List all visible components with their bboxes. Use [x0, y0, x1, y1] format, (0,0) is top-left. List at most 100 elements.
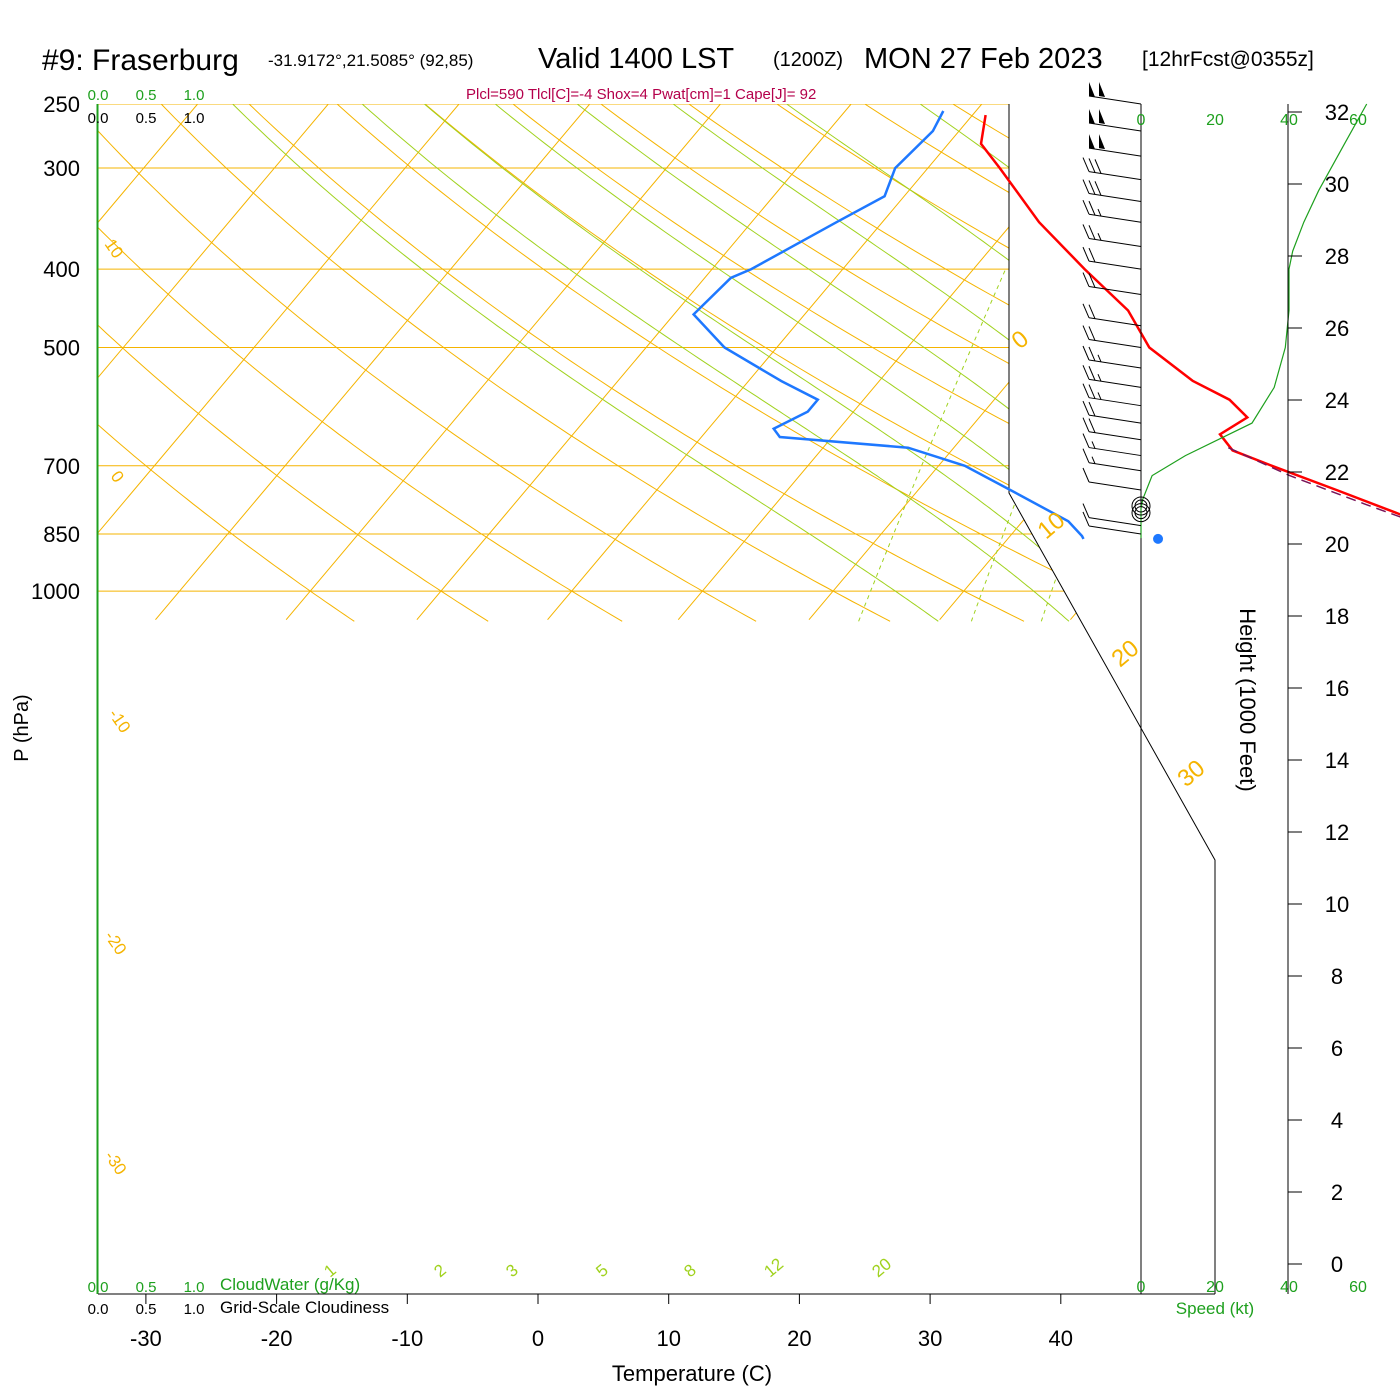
cloud-top-tick-label: 1.0 — [184, 87, 205, 104]
plot-border — [1008, 104, 1216, 1294]
moist-adiabat — [576, 104, 1215, 622]
moist-adiabat — [1070, 104, 1215, 622]
barb-feather — [1088, 326, 1096, 341]
barb-shaft — [1088, 378, 1142, 388]
cloud-top-tick-label: 0.5 — [136, 110, 157, 127]
wind-barb — [1082, 383, 1142, 407]
cloudiness-label: Grid-Scale Cloudiness — [220, 1298, 389, 1317]
barb-pennant — [1099, 109, 1105, 125]
dry-adiabat — [98, 104, 757, 622]
moist-adiabat — [232, 104, 939, 622]
wind-barb — [1082, 179, 1142, 203]
wind-barb — [1082, 448, 1142, 472]
barb-feather — [1082, 272, 1090, 287]
speed-bottom-tick-label: 20 — [1206, 1279, 1224, 1296]
x-axis-title: Temperature (C) — [612, 1361, 772, 1386]
height-tick-label: 28 — [1325, 244, 1349, 269]
pressure-tick-label: 1000 — [31, 579, 80, 604]
cloud-bottom-tick-label: 0.5 — [136, 1301, 157, 1318]
mixing-ratio-line — [1133, 268, 1215, 622]
height-tick-label: 24 — [1325, 388, 1349, 413]
barb-feather — [1088, 304, 1096, 319]
calm-circle — [1134, 506, 1148, 520]
x-tick-label: 40 — [1049, 1326, 1073, 1351]
dry-adiabat-label: -30 — [101, 1147, 131, 1178]
height-tick-label: 4 — [1331, 1108, 1343, 1133]
isotherm-line — [98, 104, 460, 621]
background-grid — [98, 104, 1400, 622]
wind-barb — [1131, 503, 1151, 523]
barb-feather — [1082, 200, 1090, 215]
wind-barb — [1082, 345, 1142, 369]
station-coords: -31.9172°,21.5085° (92,85) — [268, 51, 473, 70]
mixing-ratio-line — [1304, 269, 1400, 621]
cloud-top-tick-label: 0.0 — [88, 110, 109, 127]
barb-feather — [1088, 273, 1096, 288]
barb-feather — [1088, 384, 1096, 399]
wind-barb — [1088, 134, 1142, 157]
speed-top-tick-label: 20 — [1206, 112, 1224, 129]
barb-feather — [1082, 383, 1090, 398]
barb-feather — [1094, 181, 1102, 196]
barb-shaft — [1088, 171, 1142, 181]
barb-shaft — [1088, 95, 1142, 105]
barb-shaft — [1088, 414, 1142, 424]
mixing-ratio-label: 12 — [760, 1254, 787, 1281]
mixing-ratio-label: 8 — [680, 1260, 699, 1281]
barb-half-feather — [1097, 233, 1102, 241]
wind-barb — [1082, 400, 1142, 424]
barb-feather — [1088, 158, 1096, 173]
mixing-ratio-label: 3 — [502, 1260, 521, 1281]
cloudwater-label: CloudWater (g/Kg) — [220, 1275, 360, 1294]
parcel-path-line — [1227, 447, 1400, 518]
dry-adiabat — [160, 104, 891, 622]
barb-feather — [1082, 179, 1090, 194]
isotherm-line — [416, 104, 852, 621]
barb-half-feather — [1097, 392, 1102, 400]
calm-circle — [1131, 496, 1151, 516]
forecast-info: [12hrFcst@0355z] — [1142, 48, 1314, 71]
moist-adiabat — [361, 104, 1070, 622]
dry-adiabat-label: 20 — [1107, 635, 1145, 673]
height-tick-label: 22 — [1325, 460, 1349, 485]
barb-shaft — [1088, 525, 1142, 535]
wind-barb — [1082, 303, 1142, 327]
moist-adiabat — [1224, 104, 1400, 621]
barb-shaft — [1088, 213, 1142, 223]
height-axis-title: Height (1000 Feet) — [1235, 608, 1260, 791]
dry-adiabat — [1393, 104, 1400, 621]
height-tick-label: 18 — [1325, 604, 1349, 629]
height-tick-label: 32 — [1325, 100, 1349, 125]
barb-shaft — [1088, 317, 1142, 327]
height-tick-label: 8 — [1331, 964, 1343, 989]
dry-adiabat — [1305, 104, 1400, 621]
moist-adiabat — [786, 104, 1215, 622]
valid-time: Valid 1400 LST — [538, 43, 734, 75]
isotherm-line — [547, 104, 983, 621]
cloud-bottom-tick-label: 0.0 — [88, 1301, 109, 1318]
barb-shaft — [1088, 481, 1142, 491]
dry-adiabat — [776, 104, 1215, 622]
wind-barb — [1082, 200, 1142, 223]
barb-feather — [1088, 418, 1096, 433]
barb-half-feather — [1091, 456, 1096, 464]
barb-feather — [1088, 366, 1096, 381]
speed-bottom-tick-label: 0 — [1137, 1279, 1146, 1296]
height-tick-label: 6 — [1331, 1036, 1343, 1061]
wind-barb — [1082, 157, 1142, 181]
utc-time: (1200Z) — [773, 49, 843, 71]
barb-half-feather — [1097, 208, 1102, 217]
cloud-bottom-tick-label: 0.5 — [136, 1279, 157, 1296]
dry-adiabat — [98, 104, 623, 622]
barb-shaft — [1088, 260, 1142, 270]
mixing-ratio-line — [1040, 268, 1171, 622]
dry-adiabat — [98, 104, 355, 622]
isotherm-line — [155, 104, 591, 621]
stability-indices: Plcl=590 Tlcl[C]=-4 Shox=4 Pwat[cm]=1 Ca… — [466, 86, 816, 103]
barb-half-feather — [1097, 373, 1102, 382]
mixing-ratio-line — [1223, 269, 1332, 621]
barb-shaft — [1088, 147, 1142, 157]
barb-feather — [1082, 503, 1090, 518]
barb-feather — [1082, 157, 1090, 172]
